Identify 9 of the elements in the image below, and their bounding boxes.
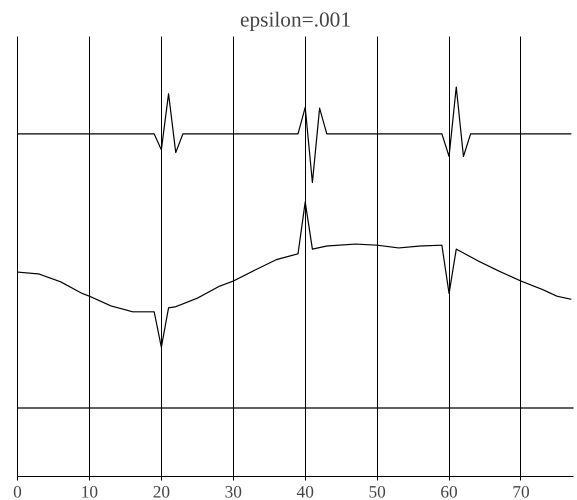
chart-title: epsilon=.001	[240, 8, 351, 32]
x-tick-label: 60	[440, 482, 458, 500]
x-tick-label: 20	[152, 482, 170, 500]
x-tick-label: 10	[80, 482, 98, 500]
x-tick-label: 0	[13, 482, 22, 500]
x-tick-label: 50	[368, 482, 386, 500]
x-tick-label: 40	[296, 482, 314, 500]
x-tick-label: 70	[512, 482, 530, 500]
x-tick-label: 30	[224, 482, 242, 500]
